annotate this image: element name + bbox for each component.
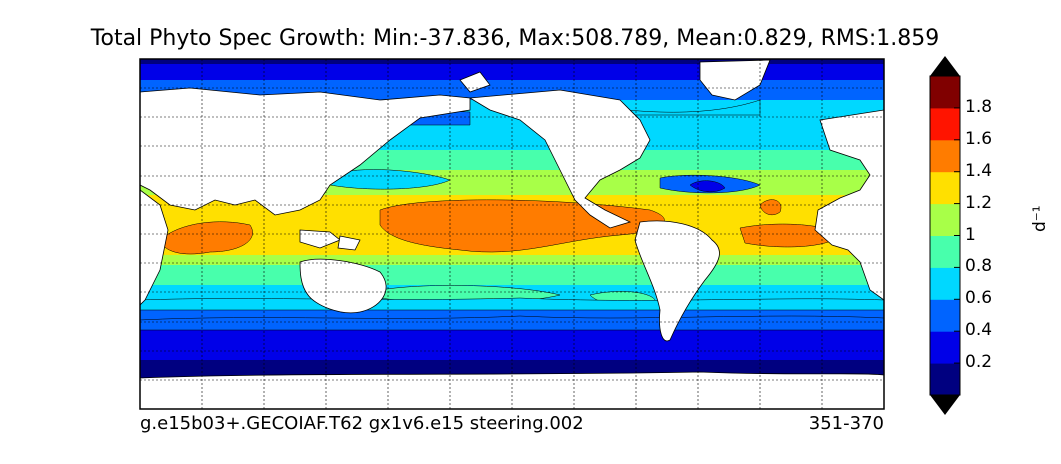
colorbar-tick-label: 1 — [965, 224, 976, 245]
land-polygon — [459, 71, 491, 93]
contour-region — [689, 180, 726, 193]
land-polygon — [699, 59, 771, 101]
colorbar-bin — [930, 299, 960, 332]
land-polygon — [634, 220, 720, 342]
year-range-label: 351-370 — [808, 413, 884, 434]
contour-region — [159, 221, 253, 255]
ocean-band — [140, 59, 884, 65]
colorbar-tick-label: 1.6 — [965, 128, 993, 149]
colorbar-tick-label: 1.4 — [965, 160, 993, 181]
colorbar-bin — [930, 267, 960, 300]
colorbar — [929, 56, 961, 415]
ocean-band — [140, 330, 884, 346]
colorbar-unit-label: d⁻¹ — [1030, 205, 1050, 232]
land-polygon — [337, 235, 361, 251]
colorbar-tick-label: 0.6 — [965, 288, 993, 309]
colorbar-tick-label: 0.4 — [965, 320, 993, 341]
chart-title: Total Phyto Spec Growth: Min:-37.836, Ma… — [90, 26, 940, 51]
colorbar-bin — [930, 363, 960, 396]
map-gridlines — [140, 59, 884, 409]
colorbar-tick-label: 1.8 — [965, 96, 993, 117]
colorbar-bin — [930, 107, 960, 141]
land-polygon — [468, 89, 651, 229]
run-name-label: g.e15b03+.GECOIAF.T62 gx1v6.e15 steering… — [140, 413, 584, 434]
colorbar-tick-label: 0.8 — [965, 256, 993, 277]
contour-region — [759, 199, 782, 216]
colorbar-bin — [930, 139, 960, 173]
land-polygon — [299, 229, 341, 249]
land-polygon — [299, 258, 387, 314]
colorbar-extend-max — [930, 56, 960, 76]
colorbar-extend-min — [930, 395, 960, 415]
colorbar-bin — [930, 171, 960, 205]
colorbar-bin — [930, 235, 960, 268]
colorbar-tick-label: 0.2 — [965, 352, 993, 373]
colorbar-bin — [930, 203, 960, 236]
colorbar-tick-label: 1.2 — [965, 192, 993, 213]
colorbar-bin — [930, 76, 960, 109]
map-frame — [139, 58, 885, 410]
colorbar-bin — [930, 331, 960, 364]
land-polygon — [140, 87, 471, 216]
